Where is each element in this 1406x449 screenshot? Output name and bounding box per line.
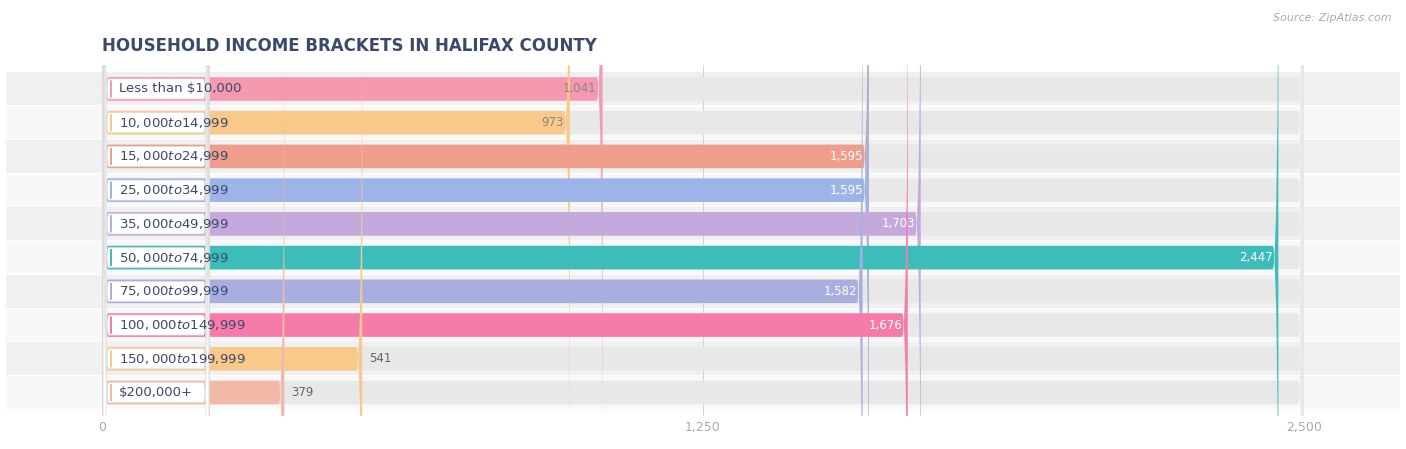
Text: $50,000 to $74,999: $50,000 to $74,999 bbox=[120, 251, 229, 264]
Text: $200,000+: $200,000+ bbox=[120, 386, 193, 399]
FancyBboxPatch shape bbox=[6, 174, 1400, 207]
FancyBboxPatch shape bbox=[6, 275, 1400, 308]
FancyBboxPatch shape bbox=[103, 0, 1303, 449]
FancyBboxPatch shape bbox=[103, 0, 209, 449]
Text: 973: 973 bbox=[541, 116, 564, 129]
FancyBboxPatch shape bbox=[103, 0, 363, 449]
FancyBboxPatch shape bbox=[103, 0, 862, 449]
FancyBboxPatch shape bbox=[103, 0, 869, 449]
Text: Less than $10,000: Less than $10,000 bbox=[120, 83, 242, 96]
Text: $100,000 to $149,999: $100,000 to $149,999 bbox=[120, 318, 246, 332]
FancyBboxPatch shape bbox=[6, 140, 1400, 173]
Text: 2,447: 2,447 bbox=[1239, 251, 1272, 264]
Text: $10,000 to $14,999: $10,000 to $14,999 bbox=[120, 116, 229, 130]
Text: $35,000 to $49,999: $35,000 to $49,999 bbox=[120, 217, 229, 231]
Text: $25,000 to $34,999: $25,000 to $34,999 bbox=[120, 183, 229, 197]
FancyBboxPatch shape bbox=[6, 376, 1400, 409]
FancyBboxPatch shape bbox=[103, 0, 1303, 449]
FancyBboxPatch shape bbox=[103, 0, 209, 449]
Text: 541: 541 bbox=[370, 352, 392, 365]
Text: 1,676: 1,676 bbox=[869, 319, 903, 331]
FancyBboxPatch shape bbox=[103, 0, 284, 449]
Text: $75,000 to $99,999: $75,000 to $99,999 bbox=[120, 284, 229, 298]
FancyBboxPatch shape bbox=[103, 0, 209, 449]
FancyBboxPatch shape bbox=[103, 0, 869, 449]
FancyBboxPatch shape bbox=[6, 342, 1400, 375]
FancyBboxPatch shape bbox=[6, 308, 1400, 342]
FancyBboxPatch shape bbox=[103, 0, 1278, 449]
FancyBboxPatch shape bbox=[103, 0, 921, 449]
Text: 1,595: 1,595 bbox=[830, 184, 863, 197]
FancyBboxPatch shape bbox=[103, 0, 1303, 449]
FancyBboxPatch shape bbox=[103, 0, 209, 449]
FancyBboxPatch shape bbox=[103, 0, 603, 449]
FancyBboxPatch shape bbox=[103, 0, 209, 449]
FancyBboxPatch shape bbox=[103, 0, 1303, 449]
FancyBboxPatch shape bbox=[103, 0, 908, 449]
FancyBboxPatch shape bbox=[6, 72, 1400, 106]
Text: $150,000 to $199,999: $150,000 to $199,999 bbox=[120, 352, 246, 366]
FancyBboxPatch shape bbox=[103, 0, 1303, 449]
FancyBboxPatch shape bbox=[6, 241, 1400, 274]
FancyBboxPatch shape bbox=[103, 0, 1303, 449]
FancyBboxPatch shape bbox=[103, 0, 209, 449]
FancyBboxPatch shape bbox=[103, 0, 1303, 449]
FancyBboxPatch shape bbox=[6, 106, 1400, 139]
FancyBboxPatch shape bbox=[103, 0, 1303, 449]
Text: 1,703: 1,703 bbox=[882, 217, 915, 230]
Text: 1,582: 1,582 bbox=[824, 285, 856, 298]
FancyBboxPatch shape bbox=[103, 31, 209, 449]
Text: 379: 379 bbox=[291, 386, 314, 399]
Text: HOUSEHOLD INCOME BRACKETS IN HALIFAX COUNTY: HOUSEHOLD INCOME BRACKETS IN HALIFAX COU… bbox=[103, 37, 598, 55]
FancyBboxPatch shape bbox=[103, 0, 1303, 449]
FancyBboxPatch shape bbox=[103, 0, 209, 449]
FancyBboxPatch shape bbox=[103, 0, 569, 449]
Text: 1,041: 1,041 bbox=[564, 83, 596, 96]
Text: 1,595: 1,595 bbox=[830, 150, 863, 163]
FancyBboxPatch shape bbox=[6, 207, 1400, 240]
Text: Source: ZipAtlas.com: Source: ZipAtlas.com bbox=[1274, 13, 1392, 23]
FancyBboxPatch shape bbox=[103, 0, 209, 449]
FancyBboxPatch shape bbox=[103, 0, 1303, 449]
FancyBboxPatch shape bbox=[103, 0, 209, 449]
Text: $15,000 to $24,999: $15,000 to $24,999 bbox=[120, 150, 229, 163]
